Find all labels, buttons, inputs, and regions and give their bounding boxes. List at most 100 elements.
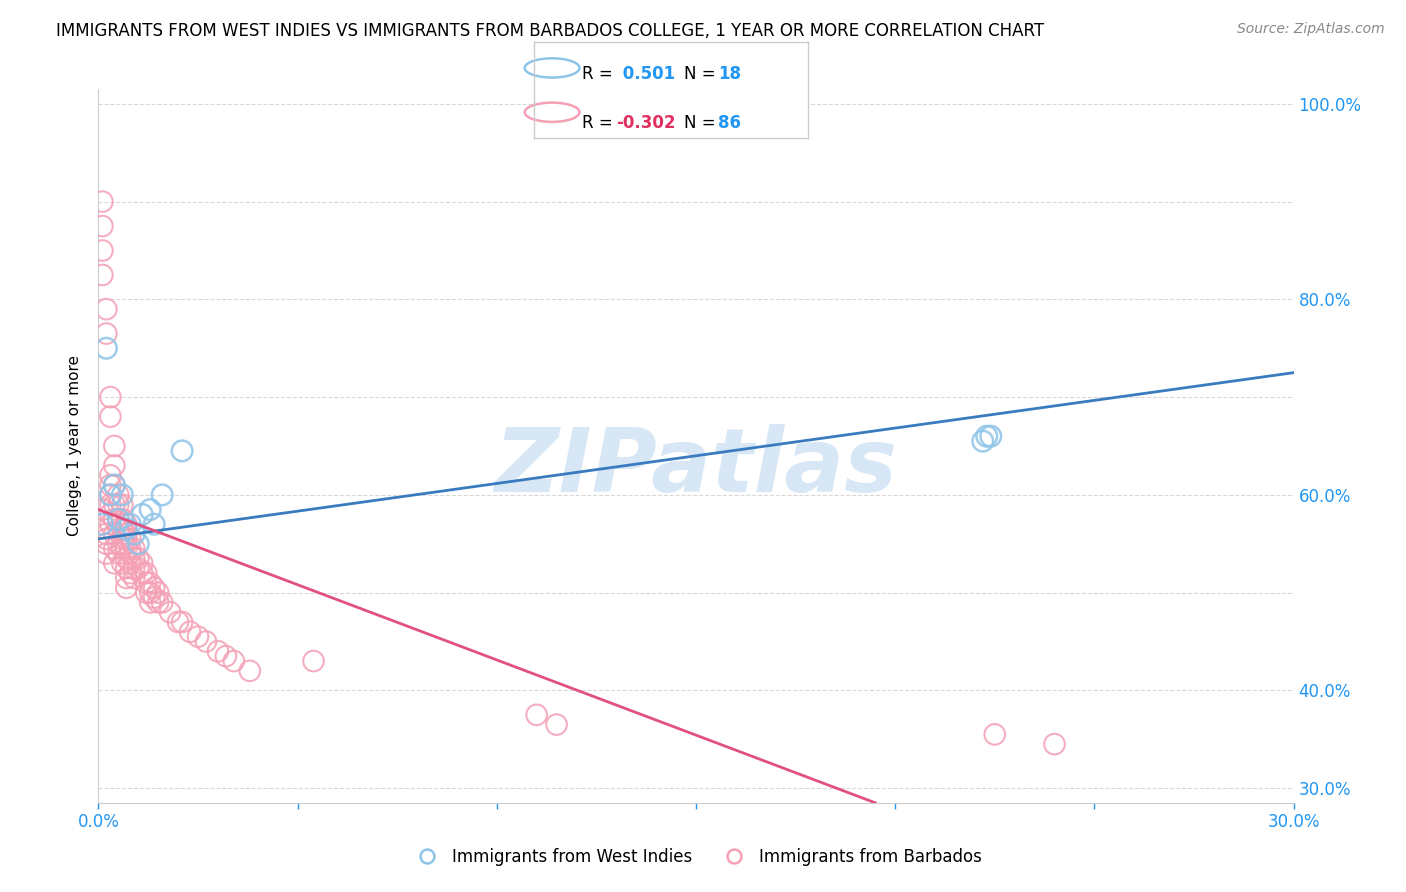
Point: [150, 595, 173, 609]
Point: [103, 527, 125, 541]
Point: [120, 517, 142, 532]
Point: [107, 498, 129, 512]
Point: [98, 517, 122, 532]
Point: [167, 615, 190, 629]
Point: [215, 649, 238, 664]
Point: [120, 566, 142, 580]
Point: [187, 630, 209, 644]
Point: [124, 571, 146, 585]
Point: [143, 591, 166, 605]
Point: [96, 532, 118, 546]
Point: [302, 654, 325, 668]
Point: [91, 268, 114, 282]
Point: [1043, 737, 1066, 751]
Legend: Immigrants from West Indies, Immigrants from Barbados: Immigrants from West Indies, Immigrants …: [404, 842, 988, 873]
Point: [96, 326, 118, 341]
Point: [98, 409, 122, 424]
Point: [148, 595, 170, 609]
Text: N =: N =: [683, 65, 721, 83]
Point: [135, 585, 157, 599]
Text: R =: R =: [582, 113, 619, 131]
Point: [120, 532, 142, 546]
Point: [131, 557, 153, 571]
Point: [159, 605, 181, 619]
Point: [91, 517, 114, 532]
Point: [115, 527, 138, 541]
Point: [131, 508, 153, 522]
Point: [207, 644, 229, 658]
Point: [115, 551, 138, 566]
Point: [103, 458, 125, 473]
Point: [107, 512, 129, 526]
Text: N =: N =: [683, 113, 721, 131]
Point: [239, 664, 262, 678]
Text: Source: ZipAtlas.com: Source: ZipAtlas.com: [1237, 22, 1385, 37]
Point: [103, 498, 125, 512]
Point: [98, 498, 122, 512]
Point: [172, 615, 194, 629]
Point: [98, 468, 122, 483]
Point: [103, 439, 125, 453]
Point: [195, 634, 218, 648]
Point: [143, 581, 166, 595]
Point: [111, 488, 134, 502]
Point: [124, 541, 146, 556]
Point: [139, 575, 162, 590]
Point: [115, 517, 138, 532]
Point: [107, 512, 129, 526]
Text: 18: 18: [718, 65, 741, 83]
Point: [120, 541, 142, 556]
Point: [115, 541, 138, 556]
Point: [150, 488, 173, 502]
Point: [980, 429, 1002, 443]
Point: [115, 561, 138, 575]
Point: [172, 443, 194, 458]
Point: [120, 547, 142, 561]
Text: IMMIGRANTS FROM WEST INDIES VS IMMIGRANTS FROM BARBADOS COLLEGE, 1 YEAR OR MORE : IMMIGRANTS FROM WEST INDIES VS IMMIGRANT…: [56, 22, 1045, 40]
Point: [148, 585, 170, 599]
Point: [127, 537, 149, 551]
Point: [111, 498, 134, 512]
Point: [135, 575, 157, 590]
Y-axis label: College, 1 year or more: College, 1 year or more: [67, 356, 83, 536]
Point: [91, 502, 114, 516]
Point: [98, 478, 122, 492]
Point: [124, 561, 146, 575]
Point: [127, 561, 149, 575]
Point: [98, 488, 122, 502]
Point: [115, 522, 138, 536]
Point: [179, 624, 201, 639]
Text: 86: 86: [718, 113, 741, 131]
Point: [107, 537, 129, 551]
Point: [546, 717, 568, 731]
Point: [103, 478, 125, 492]
Point: [124, 551, 146, 566]
Point: [135, 566, 157, 580]
Point: [91, 244, 114, 258]
Point: [107, 488, 129, 502]
Point: [115, 532, 138, 546]
Point: [111, 532, 134, 546]
Point: [222, 654, 245, 668]
Point: [91, 194, 114, 209]
Point: [96, 302, 118, 317]
Point: [96, 537, 118, 551]
Text: ZIPatlas: ZIPatlas: [495, 424, 897, 511]
Point: [91, 219, 114, 233]
Text: -0.302: -0.302: [616, 113, 676, 131]
Point: [120, 557, 142, 571]
Point: [111, 512, 134, 526]
Point: [96, 341, 118, 355]
Text: R =: R =: [582, 65, 619, 83]
Point: [98, 488, 122, 502]
Point: [984, 727, 1007, 741]
Point: [103, 557, 125, 571]
Point: [107, 547, 129, 561]
Point: [976, 429, 998, 443]
Point: [98, 390, 122, 404]
Text: 0.501: 0.501: [616, 65, 675, 83]
Point: [127, 551, 149, 566]
Point: [111, 522, 134, 536]
Point: [98, 508, 122, 522]
Point: [111, 541, 134, 556]
